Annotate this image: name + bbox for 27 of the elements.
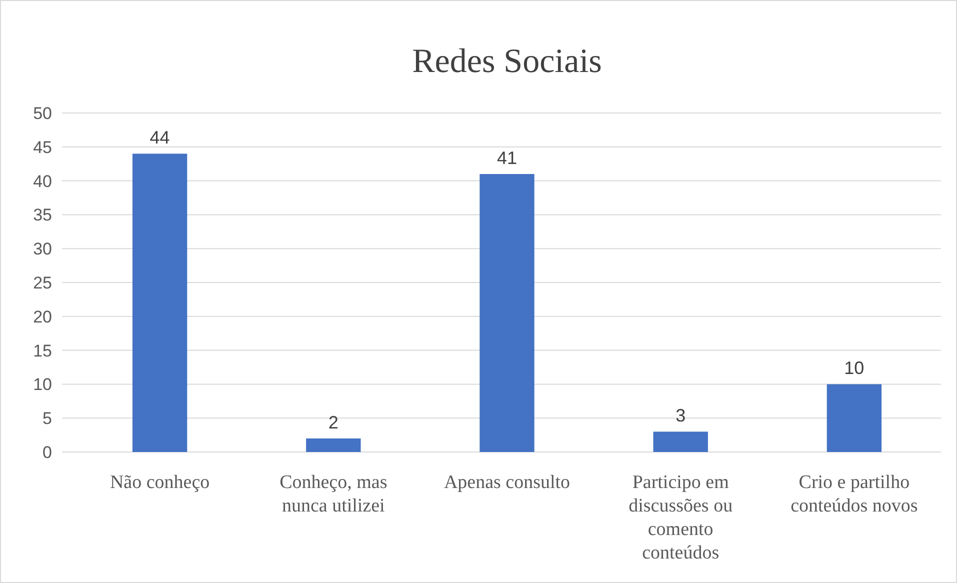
y-tick-label: 15 xyxy=(33,341,52,360)
y-tick-label: 35 xyxy=(33,206,52,225)
y-tick-label: 45 xyxy=(33,138,52,157)
data-label: 3 xyxy=(676,406,686,426)
y-tick-label: 40 xyxy=(33,172,52,191)
data-label: 2 xyxy=(328,412,338,432)
x-tick-label: Crio e partilho conteúdos novos xyxy=(790,472,918,516)
y-tick-label: 25 xyxy=(33,273,52,292)
data-label: 44 xyxy=(150,128,170,148)
chart-title: Redes Sociais xyxy=(412,43,602,80)
y-tick-label: 5 xyxy=(42,409,52,428)
y-tick-label: 30 xyxy=(33,240,52,259)
y-tick-label: 50 xyxy=(33,104,52,123)
x-tick-label: Conheço, mas nunca utilizei xyxy=(280,472,388,516)
y-tick-label: 20 xyxy=(33,307,52,326)
bar xyxy=(306,438,361,452)
x-tick-label: Apenas consulto xyxy=(444,472,570,493)
y-tick-label: 10 xyxy=(33,375,52,394)
bar xyxy=(480,174,534,452)
bar xyxy=(826,384,882,452)
x-tick-label: Não conheço xyxy=(110,472,210,493)
bar xyxy=(653,432,708,452)
bar xyxy=(132,154,188,452)
data-label: 41 xyxy=(496,148,518,168)
data-label: 10 xyxy=(844,358,864,378)
x-tick-label: Participo em discussões ou comento conteúdos xyxy=(628,472,734,564)
y-tick-label: 0 xyxy=(42,442,52,462)
